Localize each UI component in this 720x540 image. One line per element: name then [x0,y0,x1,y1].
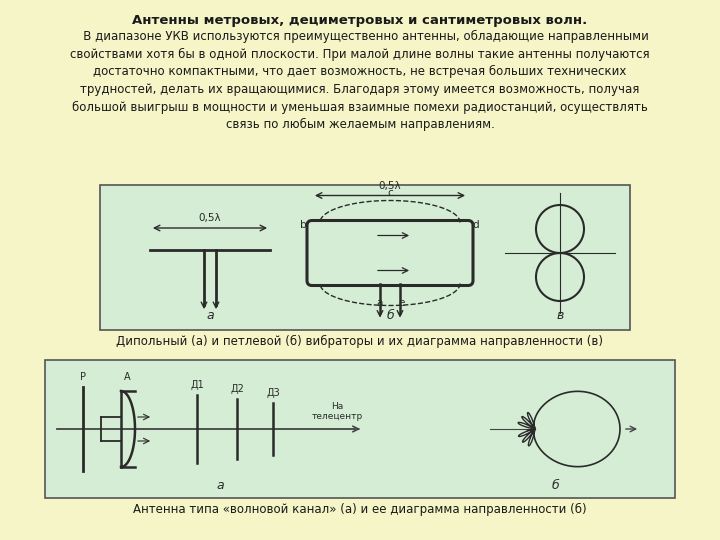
Bar [45,360,675,498]
Text: б: б [551,479,559,492]
Text: Д1: Д1 [190,380,204,390]
Text: Р: Р [80,372,86,382]
Text: c: c [387,187,393,198]
Text: a: a [377,299,383,308]
Text: Антенна типа «волновой канал» (а) и ее диаграмма направленности (б): Антенна типа «волновой канал» (а) и ее д… [133,503,587,516]
Text: 0,5λ: 0,5λ [199,213,221,223]
Text: e: e [399,299,405,308]
Text: На
телецентр: На телецентр [311,402,363,421]
Text: b: b [300,220,307,231]
Text: Дипольный (а) и петлевой (б) вибраторы и их диаграмма направленности (в): Дипольный (а) и петлевой (б) вибраторы и… [117,335,603,348]
Bar [100,185,630,330]
Text: в: в [557,309,564,322]
Text: а: а [216,479,224,492]
Text: Д2: Д2 [230,384,244,394]
Text: б: б [386,309,394,322]
Text: 0,5λ: 0,5λ [379,180,401,191]
Text: d: d [472,220,479,231]
Text: Антенны метровых, дециметровых и сантиметровых волн.: Антенны метровых, дециметровых и сантиме… [132,14,588,27]
Text: А: А [124,372,130,382]
Text: Д3: Д3 [266,388,280,398]
Text: В диапазоне УКВ используются преимущественно антенны, обладающие направленными
с: В диапазоне УКВ используются преимуществ… [70,30,650,131]
Text: а: а [206,309,214,322]
